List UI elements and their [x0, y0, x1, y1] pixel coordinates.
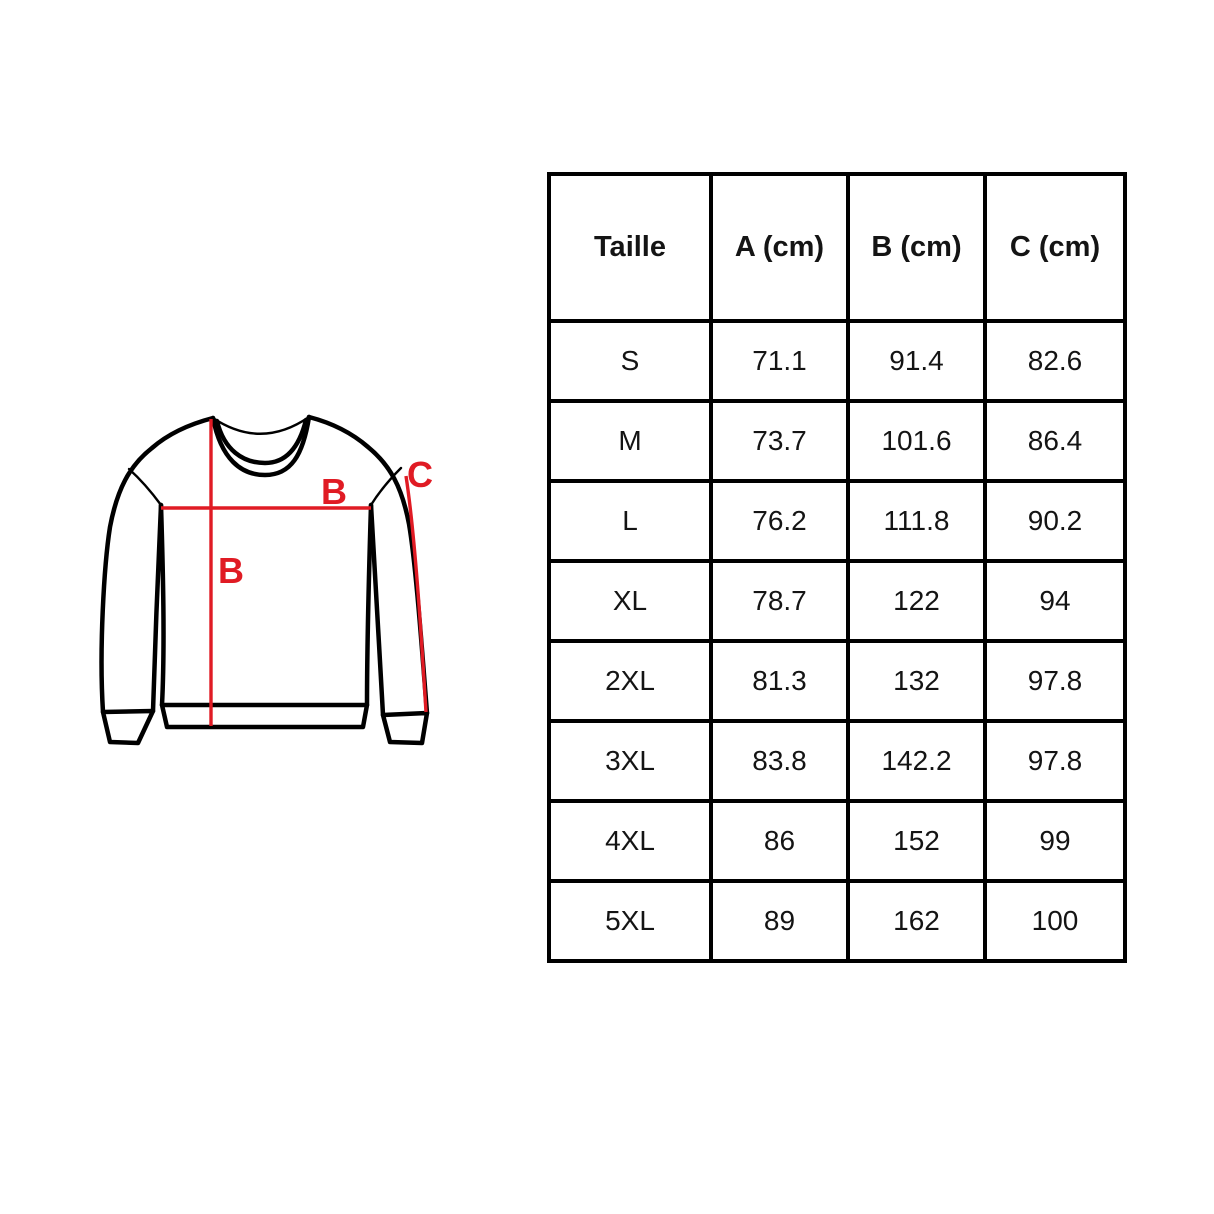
table-cell: 3XL — [547, 719, 713, 803]
table-cell: 78.7 — [709, 559, 850, 643]
table-cell: S — [547, 319, 713, 403]
body-length-label: B — [218, 550, 244, 591]
table-cell: 2XL — [547, 639, 713, 723]
header-cell-b: B (cm) — [846, 172, 987, 323]
collar-inner — [214, 417, 309, 466]
table-cell: 71.1 — [709, 319, 850, 403]
table-row: 5XL 89 162 100 — [547, 879, 1127, 963]
header-cell-a: A (cm) — [709, 172, 850, 323]
table-row: M 73.7 101.6 86.4 — [547, 399, 1127, 483]
collar-outer — [210, 414, 312, 478]
table-row: XL 78.7 122 94 — [547, 559, 1127, 643]
table-cell: 90.2 — [983, 479, 1127, 563]
table-cell: L — [547, 479, 713, 563]
table-row: L 76.2 111.8 90.2 — [547, 479, 1127, 563]
sweatshirt-diagram: B B C — [99, 414, 433, 746]
chest-width-label: B — [321, 471, 347, 512]
table-cell: 97.8 — [983, 719, 1127, 803]
table-cell: 100 — [983, 879, 1127, 963]
table-cell: 86 — [709, 799, 850, 883]
table-cell: 111.8 — [846, 479, 987, 563]
table-cell: 89 — [709, 879, 850, 963]
header-cell-taille: Taille — [547, 172, 713, 323]
body-left-edge — [158, 502, 166, 708]
right-cuff — [380, 710, 430, 746]
table-cell: 5XL — [547, 879, 713, 963]
table-cell: 91.4 — [846, 319, 987, 403]
table-cell: 97.8 — [983, 639, 1127, 723]
right-armhole-seam — [369, 466, 403, 507]
right-inner-sleeve — [368, 502, 386, 718]
left-cuff — [100, 708, 156, 746]
size-table: Taille A (cm) B (cm) C (cm) S 71.1 91.4 82.… — [547, 172, 1127, 963]
table-cell: 94 — [983, 559, 1127, 643]
hem-band — [159, 702, 370, 730]
table-cell: 162 — [846, 879, 987, 963]
table-cell: 82.6 — [983, 319, 1127, 403]
table-row: 4XL 86 152 99 — [547, 799, 1127, 883]
left-armhole-seam — [127, 467, 163, 507]
table-cell: 132 — [846, 639, 987, 723]
table-cell: M — [547, 399, 713, 483]
table-cell: 101.6 — [846, 399, 987, 483]
table-cell: 76.2 — [709, 479, 850, 563]
table-cell: 99 — [983, 799, 1127, 883]
table-cell: 73.7 — [709, 399, 850, 483]
table-cell: 86.4 — [983, 399, 1127, 483]
collar-back-rim — [211, 415, 311, 435]
table-row: S 71.1 91.4 82.6 — [547, 319, 1127, 403]
table-cell: XL — [547, 559, 713, 643]
header-row: Taille A (cm) B (cm) C (cm) — [547, 172, 1127, 323]
table-row: 3XL 83.8 142.2 97.8 — [547, 719, 1127, 803]
sweatshirt-outline — [99, 414, 430, 746]
table-cell: 83.8 — [709, 719, 850, 803]
body-right-edge — [364, 502, 374, 708]
measurement-lines — [161, 419, 428, 726]
size-table-header: Taille A (cm) B (cm) C (cm) — [547, 172, 1127, 323]
left-sleeve-outline — [99, 415, 216, 715]
table-cell: 4XL — [547, 799, 713, 883]
table-cell: 122 — [846, 559, 987, 643]
table-cell: 81.3 — [709, 639, 850, 723]
size-table-body: S 71.1 91.4 82.6 M 73.7 101.6 86.4 L 76.2 111.8 90.… — [547, 319, 1127, 963]
sleeve-length-label: C — [407, 454, 433, 495]
table-cell: 152 — [846, 799, 987, 883]
header-cell-c: C (cm) — [983, 172, 1127, 323]
table-row: 2XL 81.3 132 97.8 — [547, 639, 1127, 723]
table-cell: 142.2 — [846, 719, 987, 803]
sleeve-measure-line — [404, 475, 428, 713]
